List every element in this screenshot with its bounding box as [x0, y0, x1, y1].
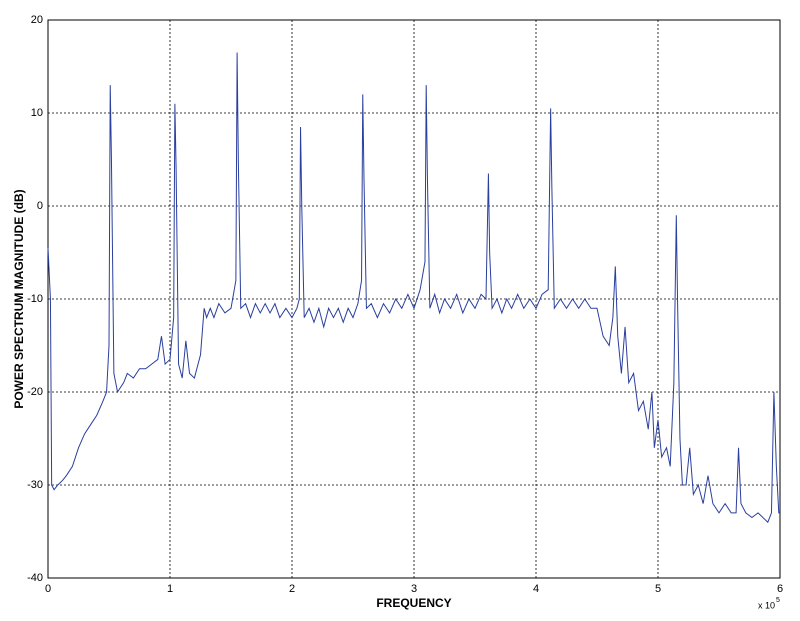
x-exponent: 5	[776, 597, 780, 604]
x-tick-label: 6	[777, 583, 783, 595]
y-tick-label: -10	[27, 293, 43, 305]
y-tick-label: 20	[31, 14, 43, 26]
x-tick-label: 5	[655, 583, 661, 595]
y-tick-label: 10	[31, 107, 43, 119]
y-tick-label: -40	[27, 572, 43, 584]
plot-frame	[47, 19, 781, 579]
x-tick-label: 1	[167, 583, 173, 595]
x-multiplier: x 10	[758, 600, 775, 610]
y-tick-label: -30	[27, 479, 43, 491]
y-tick-label: -20	[27, 386, 43, 398]
x-tick-label: 4	[533, 583, 539, 595]
x-tick-label: 2	[289, 583, 295, 595]
x-axis-label: FREQUENCY	[376, 596, 451, 610]
x-tick-label: 0	[45, 583, 51, 595]
y-tick-label: 0	[37, 200, 43, 212]
x-tick-label: 3	[411, 583, 417, 595]
spectrum-line	[47, 52, 780, 524]
y-axis-label: POWER SPECTRUM MAGNITUDE (dB)	[12, 189, 26, 408]
